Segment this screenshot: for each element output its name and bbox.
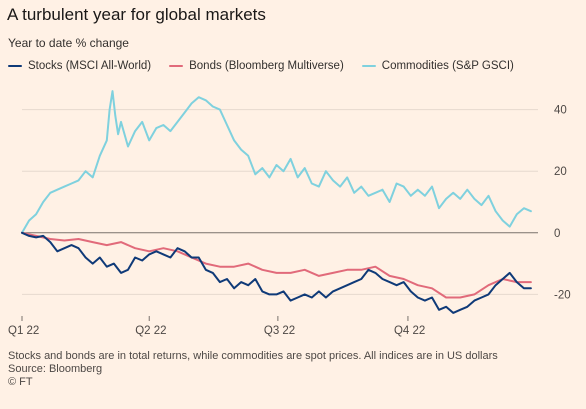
legend-swatch-bonds [169, 64, 184, 68]
stocks-line [21, 231, 532, 314]
chart-subtitle: Year to date % change [8, 36, 129, 50]
bonds-line [21, 231, 532, 299]
legend-swatch-stocks [8, 64, 22, 68]
x-tick-label: Q2 22 [135, 325, 166, 337]
legend-label-stocks: Stocks (MSCI All-World) [28, 60, 152, 72]
footnote-block: Stocks and bonds are in total returns, w… [8, 350, 498, 389]
legend-item-commodities: Commodities (S&P GSCI) [361, 60, 514, 72]
y-tick-label: 0 [554, 228, 560, 240]
chart-svg: 40 20 0 -20 Q1 22 Q2 22 Q3 22 Q4 22 [8, 90, 571, 337]
legend-item-bonds: Bonds (Bloomberg Multiverse) [169, 60, 344, 72]
y-tick-label: 40 [554, 105, 567, 117]
chart-title: A turbulent year for global markets [7, 5, 266, 24]
x-tick-label: Q3 22 [264, 325, 295, 337]
y-tick-label: 20 [554, 166, 567, 178]
y-tick-label: -20 [554, 289, 571, 301]
ft-credit: © FT [8, 376, 33, 388]
legend: Stocks (MSCI All-World) Bonds (Bloomberg… [8, 60, 514, 72]
x-tick-label: Q4 22 [394, 325, 425, 337]
source-note: Source: Bloomberg [8, 363, 103, 375]
commodities-line [21, 90, 532, 234]
legend-item-stocks: Stocks (MSCI All-World) [8, 60, 151, 72]
line-chart: 40 20 0 -20 Q1 22 Q2 22 Q3 22 Q4 22 [0, 80, 586, 342]
legend-label-commodities: Commodities (S&P GSCI) [381, 60, 514, 72]
x-tick-label: Q1 22 [8, 325, 39, 337]
legend-swatch-commodities [361, 64, 376, 68]
footnote: Stocks and bonds are in total returns, w… [8, 350, 498, 362]
legend-label-bonds: Bonds (Bloomberg Multiverse) [189, 60, 344, 72]
